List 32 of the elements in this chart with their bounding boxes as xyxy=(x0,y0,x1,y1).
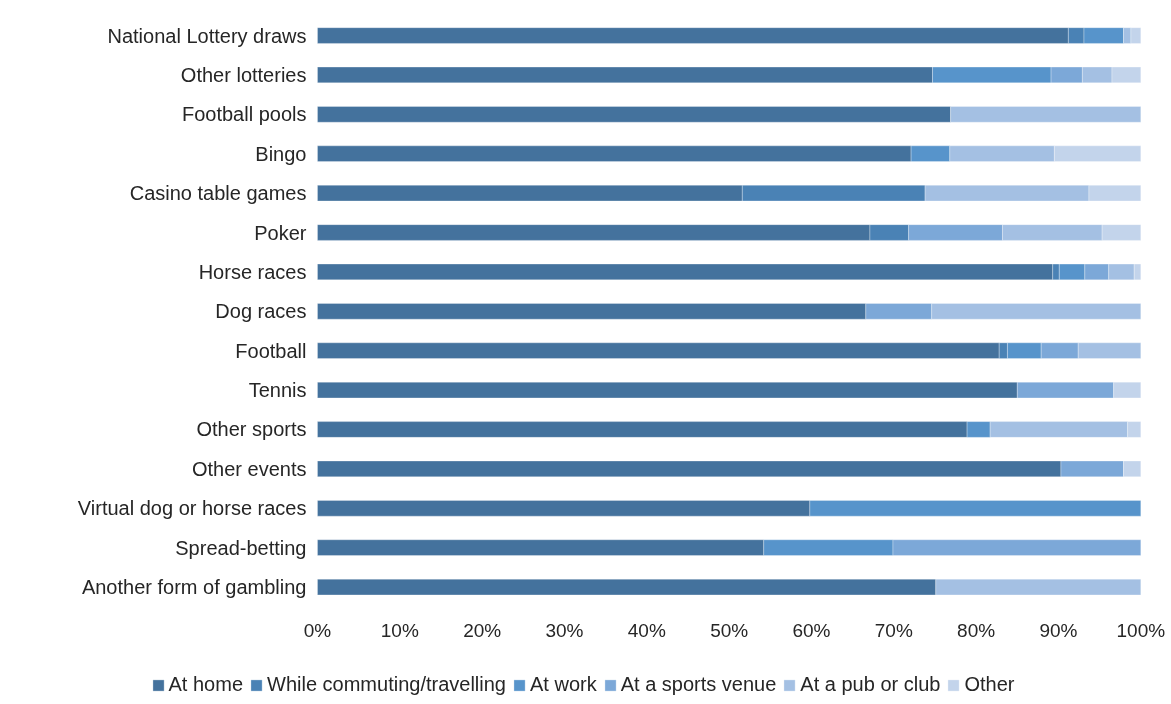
x-tick-label: 30% xyxy=(545,619,584,641)
y-tick-label: Spread-betting xyxy=(175,536,307,559)
x-tick-label: 50% xyxy=(710,619,749,641)
x-tick-label: 40% xyxy=(627,619,666,641)
y-tick-label: Horse races xyxy=(198,260,307,283)
y-tick-label: Another form of gambling xyxy=(81,576,307,599)
y-tick-label: National Lottery draws xyxy=(107,24,307,47)
y-tick-label: Casino table games xyxy=(129,182,307,205)
y-tick-label: Tennis xyxy=(248,379,307,402)
x-tick-label: 60% xyxy=(792,619,831,641)
y-tick-label: Bingo xyxy=(255,142,307,165)
y-tick-label: Poker xyxy=(254,221,307,244)
x-tick-label: 20% xyxy=(463,619,502,641)
legend-label: Other xyxy=(964,673,1015,696)
legend-label: At work xyxy=(530,673,597,696)
x-tick-label: 90% xyxy=(1039,619,1078,641)
legend-label: While commuting/travelling xyxy=(267,673,506,696)
y-tick-label: Football xyxy=(235,339,307,362)
x-tick-label: 70% xyxy=(874,619,913,641)
x-tick-label: 10% xyxy=(380,619,419,641)
legend-label: At home xyxy=(168,673,244,696)
y-tick-label: Football pools xyxy=(181,103,307,126)
x-tick-label: 100% xyxy=(1116,619,1166,641)
x-tick-label: 80% xyxy=(957,619,996,641)
legend-label: At a sports venue xyxy=(620,673,777,696)
x-tick-label: 0% xyxy=(303,619,332,641)
y-tick-label: Other events xyxy=(191,457,307,480)
y-tick-label: Other lotteries xyxy=(180,63,307,86)
y-tick-label: Virtual dog or horse races xyxy=(77,497,307,520)
y-tick-label: Other sports xyxy=(196,418,307,441)
legend-label: At a pub or club xyxy=(800,673,941,696)
y-tick-label: Dog races xyxy=(215,300,307,323)
